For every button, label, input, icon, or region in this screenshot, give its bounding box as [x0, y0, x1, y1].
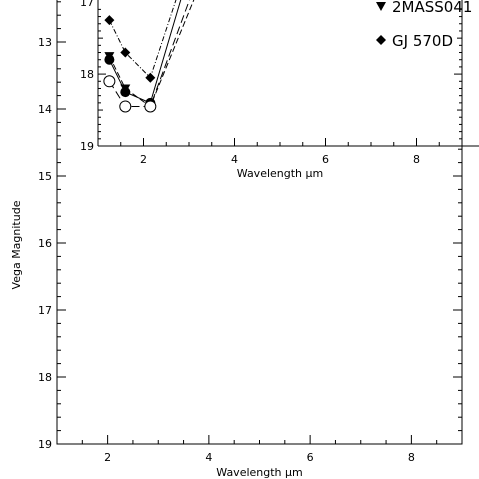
- x-tick-label: 8: [408, 451, 415, 464]
- legend-marker-triangle: [376, 2, 386, 11]
- data-point-diamond: [120, 47, 131, 58]
- legend-label: GJ 570D: [392, 32, 453, 50]
- data-point-diamond: [104, 15, 115, 26]
- data-point-open-circle: [119, 100, 132, 113]
- data-point-filled-circle: [104, 54, 115, 65]
- y-axis-label: Vega Magnitude: [10, 200, 23, 289]
- legend-marker-diamond: [376, 35, 386, 45]
- y-tick-label: 19: [38, 438, 52, 451]
- inset-x-axis-label: Wavelength μm: [237, 167, 323, 180]
- y-tick-label: 17: [38, 304, 52, 317]
- inset-x-tick-label: 8: [413, 153, 420, 166]
- inset-x-tick-label: 2: [140, 153, 147, 166]
- legend-label: 2MASS041: [392, 0, 472, 16]
- x-tick-label: 2: [104, 451, 111, 464]
- y-tick-label: 14: [38, 103, 52, 116]
- y-tick-label: 16: [38, 237, 52, 250]
- x-tick-label: 4: [205, 451, 212, 464]
- data-point-open-circle: [144, 100, 157, 113]
- x-tick-label: 6: [307, 451, 314, 464]
- series-line: [108, 0, 182, 104]
- inset-y-tick-label: 17: [80, 0, 94, 9]
- inset-plot: 2 4 6 8 17 18 19 Wavelength μm GJ 570D 2MASS041: [80, 0, 479, 180]
- y-tick-label: 15: [38, 170, 52, 183]
- data-point-filled-circle: [120, 87, 131, 98]
- inset-background: [98, 0, 462, 146]
- data-point-open-circle: [103, 75, 116, 88]
- y-tick-label: 13: [38, 36, 52, 49]
- data-point-diamond: [145, 72, 156, 83]
- series-line: [108, 0, 190, 107]
- inset-y-tick-label: 19: [80, 140, 94, 153]
- inset-x-tick-label: 6: [322, 153, 329, 166]
- inset-x-tick-label: 4: [231, 153, 238, 166]
- inset-y-tick-label: 18: [80, 68, 94, 81]
- y-tick-label: 18: [38, 371, 52, 384]
- series-line: [108, 0, 195, 108]
- series-line: [108, 0, 177, 79]
- x-axis-label: Wavelength μm: [216, 466, 302, 479]
